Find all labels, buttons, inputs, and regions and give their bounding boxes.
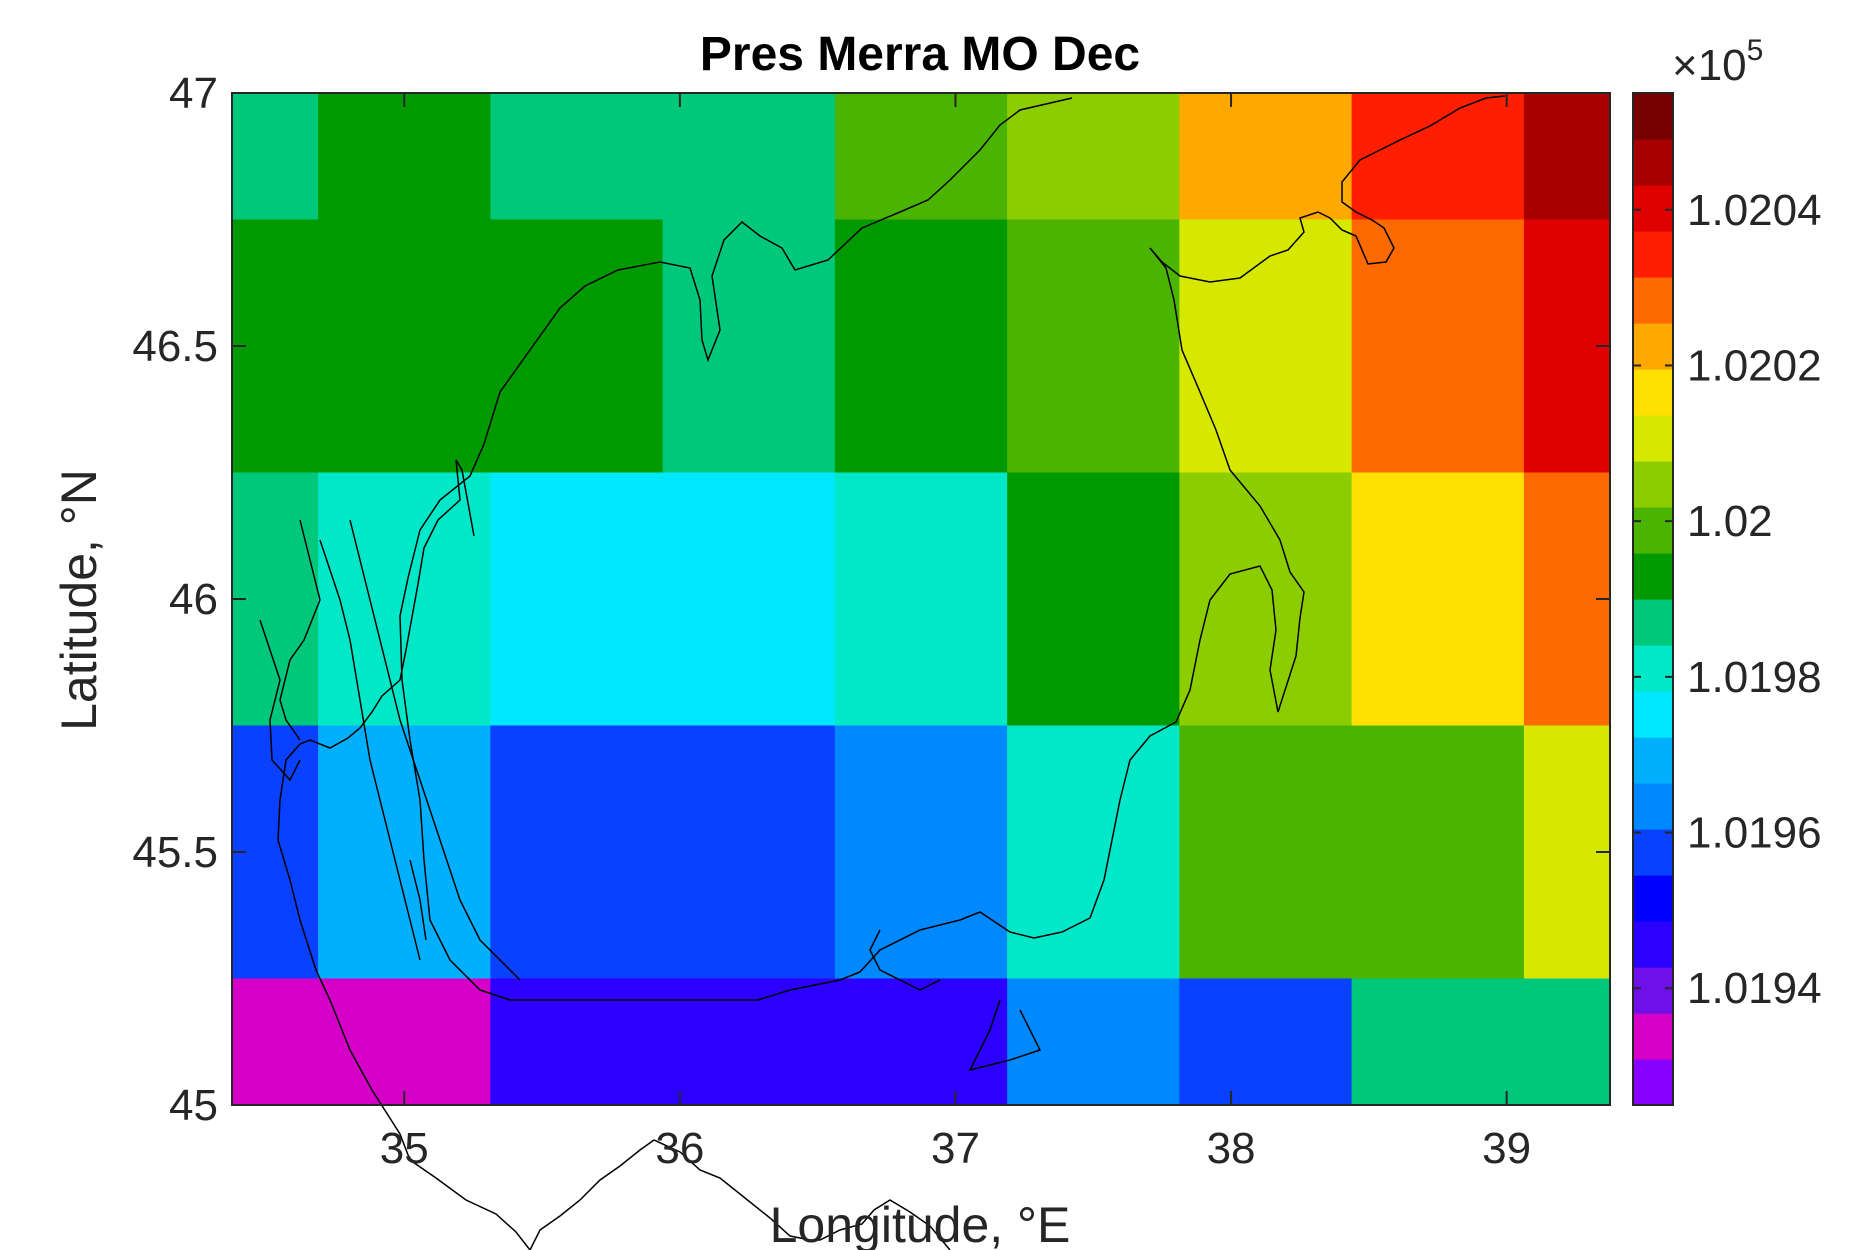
colorbar-border [1632, 92, 1674, 1106]
coastline-crimea [277, 459, 951, 1250]
heatmap-cell [318, 472, 491, 726]
colorbar-segment [1633, 599, 1673, 646]
colorbar: 1.0194 1.0196 1.0198 1.02 1.0202 1.0204 [1632, 92, 1822, 1106]
coastline-east-sea [399, 95, 1506, 1001]
colorbar-segment [1633, 369, 1673, 416]
heatmap-cell [1179, 219, 1353, 473]
heatmap-cell [1179, 978, 1353, 1106]
y-axis-ticks: 45 45.5 46 46.5 47 [132, 69, 1610, 1130]
y-tick-label: 46 [169, 575, 218, 624]
colorbar-segment [1633, 277, 1673, 324]
colorbar-segment [1633, 185, 1673, 232]
coastline-arabat-spit [349, 519, 521, 981]
colorbar-segment [1633, 691, 1673, 738]
y-tick-label: 47 [169, 69, 218, 118]
heatmap-cell [834, 219, 1008, 473]
colorbar-tick-label: 1.0202 [1687, 341, 1822, 390]
heatmap-cell [1179, 472, 1353, 726]
colorbar-segment [1633, 967, 1673, 1014]
heatmap-cell [232, 725, 319, 979]
heatmap-cell [662, 93, 836, 220]
heatmap-cell [834, 472, 1008, 726]
heatmap-cell [1351, 472, 1525, 726]
heatmap-cell [662, 725, 836, 979]
heatmap-cells [232, 93, 1611, 1106]
x-tick-label: 39 [1482, 1124, 1531, 1173]
heatmap-cell [232, 219, 319, 473]
x-tick-label: 35 [380, 1124, 429, 1173]
heatmap-cell [1351, 219, 1525, 473]
heatmap-cell [1523, 93, 1611, 220]
colorbar-segment [1633, 737, 1673, 784]
heatmap-cell [490, 472, 664, 726]
x-axis-label: Longitude, °E [770, 1197, 1071, 1250]
heatmap-cell [662, 219, 836, 473]
colorbar-segment [1633, 921, 1673, 968]
x-tick-label: 36 [655, 1124, 704, 1173]
heatmap-cell [1351, 93, 1525, 220]
coastline-sivash [259, 519, 427, 961]
heatmap-cell [834, 93, 1008, 220]
heatmap-cell [1351, 978, 1525, 1106]
heatmap-cell [1007, 725, 1180, 979]
coastline-kerch [869, 929, 1042, 1072]
heatmap-cell [1351, 725, 1525, 979]
colorbar-tick-label: 1.0194 [1687, 964, 1822, 1013]
heatmap-cell [834, 978, 1008, 1106]
colorbar-segment [1633, 139, 1673, 186]
heatmap-cell [232, 93, 319, 220]
heatmap-cell [1007, 978, 1180, 1106]
heatmap-cell [662, 472, 836, 726]
colorbar-segment [1633, 829, 1673, 876]
colorbar-segment [1633, 507, 1673, 554]
colorbar-segment [1633, 645, 1673, 692]
heatmap-cell [318, 93, 491, 220]
heatmap-cell [490, 725, 664, 979]
y-tick-label: 46.5 [132, 322, 218, 371]
colorbar-tick-label: 1.0198 [1687, 653, 1822, 702]
y-tick-label: 45 [169, 1081, 218, 1130]
heatmap-cell [834, 725, 1008, 979]
heatmap-cell [1523, 978, 1611, 1106]
heatmap-cell [1179, 725, 1353, 979]
coastline [259, 95, 1506, 1250]
colorbar-segment [1633, 461, 1673, 508]
heatmap-cell [662, 978, 836, 1106]
colorbar-segment [1633, 231, 1673, 278]
heatmap-cell [1007, 93, 1180, 220]
x-tick-label: 38 [1207, 1124, 1256, 1173]
colorbar-segment [1633, 553, 1673, 600]
heatmap-cell [318, 219, 491, 473]
colorbar-tick-label: 1.02 [1687, 497, 1773, 546]
colorbar-segment [1633, 1059, 1673, 1106]
heatmap-cell [490, 978, 664, 1106]
colorbar-segment [1633, 415, 1673, 462]
heatmap-cell [1179, 93, 1353, 220]
colorbar-tick-label: 1.0204 [1687, 186, 1822, 235]
chart-title: Pres Merra MO Dec [700, 28, 1140, 81]
colorbar-segment [1633, 1013, 1673, 1060]
colorbar-segment [1633, 323, 1673, 370]
heatmap-cell [1007, 472, 1180, 726]
colorbar-segment [1633, 783, 1673, 830]
colorbar-segment [1633, 93, 1673, 140]
y-tick-label: 45.5 [132, 828, 218, 877]
heatmap-cell [232, 978, 319, 1106]
colorbar-tick-label: 1.0196 [1687, 809, 1822, 858]
y-axis-label: Latitude, °N [51, 469, 107, 731]
colorbar-exponent: ×105 [1672, 34, 1763, 90]
x-axis-ticks: 35 36 37 38 39 [380, 93, 1531, 1173]
heatmap-cell [1007, 219, 1180, 473]
heatmap-cell [318, 725, 491, 979]
heatmap-cell [490, 219, 664, 473]
colorbar-segment [1633, 875, 1673, 922]
heatmap-cell [490, 93, 664, 220]
heatmap-cell [318, 978, 491, 1106]
x-tick-label: 37 [931, 1124, 980, 1173]
heatmap-cell [232, 472, 319, 726]
